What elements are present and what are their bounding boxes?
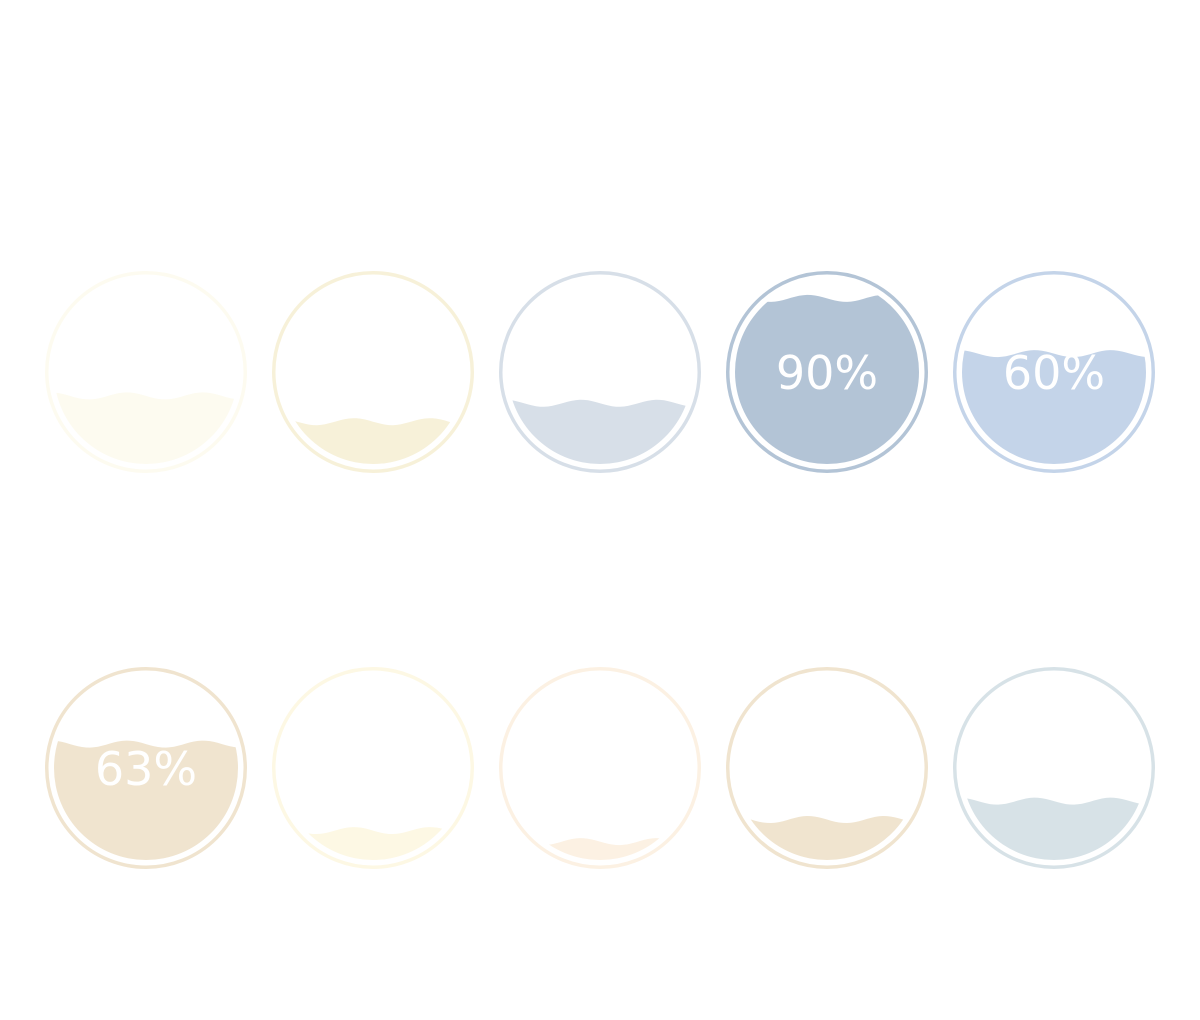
gauge-ring: [272, 667, 474, 869]
gauge-2: [272, 271, 474, 473]
gauge-ring: [953, 667, 1155, 869]
gauge-value-label: 60%: [1003, 346, 1105, 400]
gauge-4: 90%: [726, 271, 928, 473]
gauge-3: [499, 271, 701, 473]
gauge-ring: [499, 667, 701, 869]
gauge-ring: [45, 667, 247, 869]
gauge-liquid: [281, 418, 465, 464]
gauge-value-label: 63%: [95, 742, 197, 796]
gauge-8: [499, 667, 701, 869]
gauge-value-label: 90%: [776, 346, 878, 400]
gauge-5: 60%: [953, 271, 1155, 473]
gauge-ring: [499, 271, 701, 473]
gauge-10: [953, 667, 1155, 869]
gauge-liquid: [735, 816, 919, 860]
gauge-1: [45, 271, 247, 473]
gauge-ring: [726, 667, 928, 869]
gauge-ring: [45, 271, 247, 473]
gauge-ring: [953, 271, 1155, 473]
gauge-liquid: [508, 399, 692, 464]
gauge-9: [726, 667, 928, 869]
gauge-ring: [726, 271, 928, 473]
gauge-7: [272, 667, 474, 869]
gauge-liquid: [508, 838, 692, 860]
gauge-liquid: [54, 392, 238, 464]
gauge-6: 63%: [45, 667, 247, 869]
gauge-ring: [272, 271, 474, 473]
gauge-liquid: [962, 797, 1146, 860]
gauge-liquid: [281, 827, 465, 860]
